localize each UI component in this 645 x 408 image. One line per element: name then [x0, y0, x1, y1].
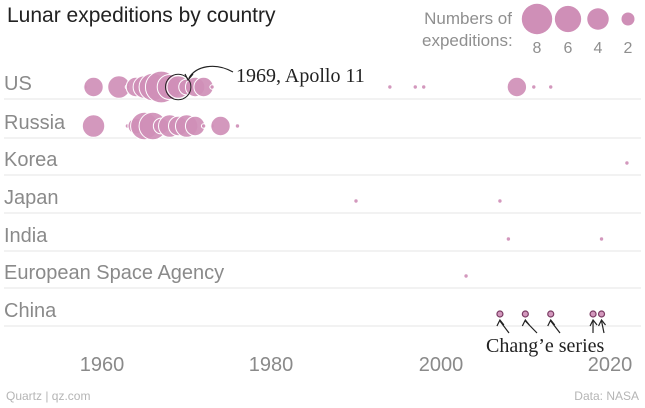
size-legend-label: Numbers of expeditions: [422, 9, 513, 50]
bubble-china-2013 [547, 310, 555, 318]
gridlines [4, 98, 641, 327]
change-arrow [499, 320, 510, 334]
change-arrowhead [496, 318, 505, 327]
change-arrowhead [597, 318, 607, 327]
legend-size-label-6: 6 [564, 40, 573, 57]
country-label-india: India [4, 225, 48, 247]
apollo-arrowhead [184, 73, 194, 82]
country-label-esa: European Space Agency [4, 262, 225, 284]
bubble-russia-1959 [81, 114, 106, 138]
bubble-us-2009 [506, 76, 528, 98]
change-arrow [550, 320, 561, 334]
change-arrow [600, 320, 605, 334]
bubble-japan-1990 [353, 198, 359, 204]
bubble-european-space-agency-2003 [463, 273, 469, 279]
bubble-india-2019 [598, 236, 605, 242]
bubble-russia-1974 [210, 115, 231, 137]
footer-source-left: Quartz | qz.com [6, 389, 91, 403]
annotation-arrows [165, 65, 607, 334]
legend-bubble-4 [587, 8, 609, 30]
change-annotation: Chang’e series [486, 335, 605, 357]
x-tick-label-2020: 2020 [587, 354, 633, 376]
country-label-japan: Japan [4, 187, 59, 209]
change-arrowhead [547, 318, 556, 327]
bubble-us-2011 [531, 84, 537, 90]
x-tick-label-2000: 2000 [418, 354, 464, 376]
country-label-us: US [4, 73, 32, 95]
legend-bubble-2 [621, 12, 635, 26]
bubble-china-2007 [496, 310, 504, 318]
bubble-russia-1972 [200, 123, 207, 129]
legend-size-label-8: 8 [533, 40, 542, 57]
bubble-us-1994 [387, 84, 393, 90]
bubble-china-2019 [597, 310, 606, 318]
legend-size-label-2: 2 [624, 40, 633, 57]
change-arrowhead [521, 318, 530, 327]
bubble-japan-2007 [497, 198, 503, 204]
country-label-russia: Russia [4, 112, 66, 134]
bubble-korea-2022 [624, 160, 630, 166]
apollo-annotation: 1969, Apollo 11 [236, 65, 365, 87]
legend-size-label-4: 4 [594, 40, 603, 57]
bubble-us-1998 [421, 84, 427, 90]
country-label-china: China [4, 300, 57, 322]
x-tick-label-1960: 1960 [79, 354, 125, 376]
x-tick-label-1980: 1980 [248, 354, 294, 376]
chart-title: Lunar expeditions by country [7, 4, 276, 27]
bubble-layer [81, 70, 630, 318]
size-legend: 8 6 4 2 [521, 3, 635, 57]
bubble-us-1997 [412, 84, 418, 90]
bubble-us-1973 [209, 84, 215, 90]
bubble-china-2018 [589, 310, 597, 318]
change-arrowhead [589, 318, 598, 327]
bubble-china-2010 [521, 310, 529, 318]
legend-bubble-8 [521, 3, 553, 35]
apollo-highlight-ring [165, 73, 192, 101]
bubble-india-2008 [505, 236, 512, 242]
bubble-us-2013 [548, 84, 554, 90]
country-label-korea: Korea [4, 149, 58, 171]
bubble-russia-1976 [234, 123, 241, 129]
footer-source-right: Data: NASA [574, 389, 639, 403]
bubble-us-1959 [83, 76, 104, 98]
apollo-arrow [188, 65, 234, 79]
legend-bubble-6 [554, 5, 582, 33]
